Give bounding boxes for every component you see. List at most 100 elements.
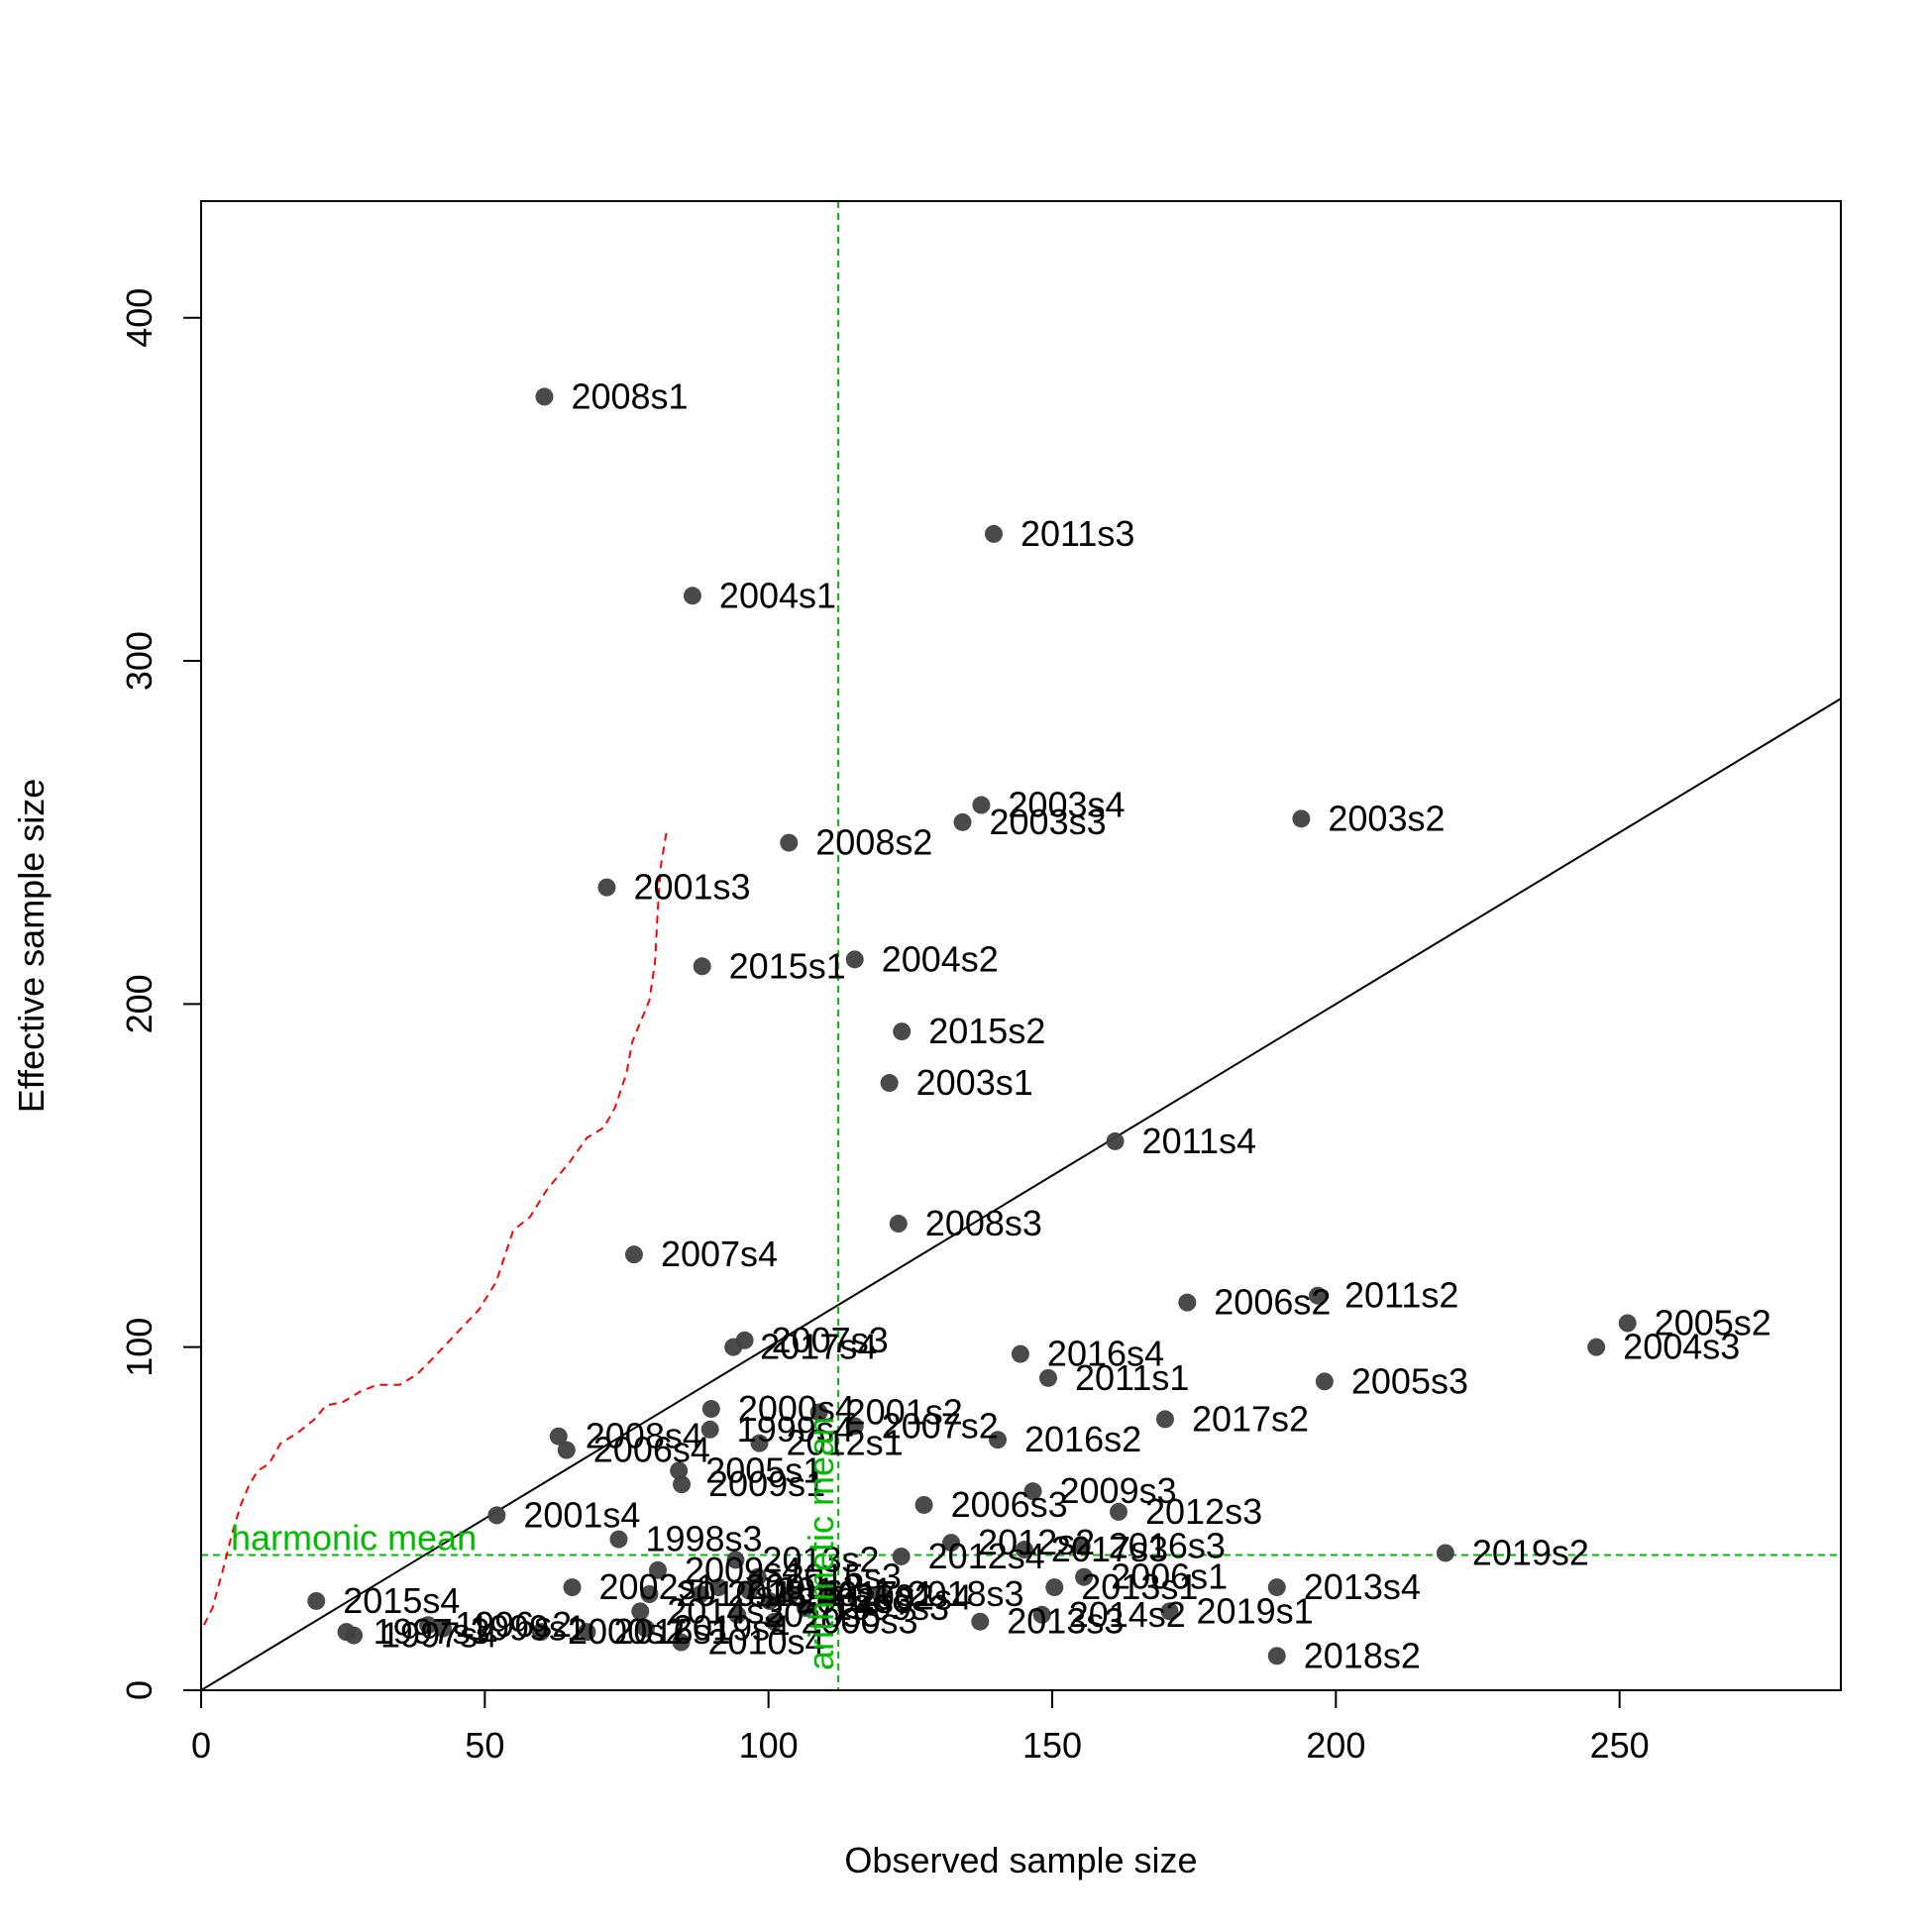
point-label: 2016s3 [1109,1526,1226,1566]
point-label: 2014s3 [667,1590,784,1631]
data-point [563,1578,582,1597]
point-label: 2008s2 [815,822,932,863]
data-point [942,1534,961,1553]
data-point [1032,1605,1051,1624]
data-point [578,1623,596,1642]
data-point [419,1616,438,1635]
point-label: 2012s1 [787,1423,904,1463]
point-label: 2007s2 [882,1405,999,1446]
point-label: 2017s1 [818,1573,935,1614]
data-point [1109,1502,1127,1521]
data-point [672,1633,691,1652]
data-point [845,950,864,969]
data-point [880,1074,899,1093]
point-label: 2010s3 [764,1594,881,1635]
data-point [1267,1578,1286,1597]
point-label: 2001s4 [523,1494,640,1535]
point-label: 2015s2 [928,1011,1045,1051]
point-label: 2003s4 [1008,785,1125,825]
point-label: 2009s2 [745,1566,862,1607]
data-point [1072,1537,1091,1556]
point-label: 2017s3 [1051,1529,1168,1569]
data-point [1178,1293,1197,1312]
data-point [1618,1314,1637,1333]
point-label: 2006s2 [1214,1282,1331,1323]
point-label: 2011s1 [1075,1357,1189,1398]
point-label: 2005s3 [1351,1360,1468,1401]
point-label: 2012s2 [978,1522,1095,1562]
point-label: 2016s2 [1024,1419,1141,1459]
data-point [780,833,799,852]
point-label: 2015s4 [343,1580,460,1621]
data-point [701,1400,720,1419]
data-point [726,1551,745,1569]
point-label: 2009s3 [1060,1470,1177,1511]
x-tick-label: 0 [191,1725,211,1766]
data-point [693,957,711,976]
data-point [636,1619,655,1638]
y-tick-label: 200 [119,974,160,1033]
point-label: 2014s2 [1069,1594,1186,1635]
data-points [307,387,1637,1665]
point-label: 1999s3 [832,1587,949,1628]
point-label: 2013s3 [1007,1601,1124,1642]
data-point [691,1585,709,1604]
point-label: 2003s2 [1328,798,1445,838]
data-point [673,1475,692,1494]
smoother-line [203,832,668,1626]
data-point [1038,1368,1057,1387]
point-label: 2000s4 [738,1388,855,1429]
point-label: 2003s3 [990,802,1107,842]
x-axis-title: Observed sample size [844,1840,1197,1880]
data-point [624,1245,643,1264]
point-label: 2015s3 [785,1556,902,1597]
identity-line [201,698,1841,1690]
x-axis: 0 50 100 150 200 250 [191,1689,1650,1766]
data-point [889,1215,908,1234]
point-label: 2008s1 [571,376,688,416]
point-label: 2006s1 [1111,1556,1228,1597]
point-label: 2002s1 [599,1566,716,1607]
point-label: 2008s3 [925,1203,1042,1243]
data-point [433,1619,452,1638]
data-point [1011,1344,1029,1363]
x-tick-label: 250 [1590,1725,1650,1766]
data-point [760,1591,779,1610]
data-point [1436,1544,1454,1562]
point-label: 2017s4 [760,1327,877,1367]
data-point [307,1591,326,1610]
data-point [796,1598,814,1617]
point-label: 2014s1 [776,1570,893,1611]
data-point [953,812,972,831]
data-point [1292,809,1311,828]
point-label: 2001s3 [633,867,750,908]
point-label: 2012s4 [928,1536,1045,1576]
data-point [1267,1647,1286,1665]
point-label: 2017s2 [1192,1398,1309,1439]
point-label: 2013s2 [762,1539,879,1579]
data-point [683,587,701,605]
y-tick-label: 400 [119,288,160,348]
data-point [893,1022,912,1041]
point-label: 1999s1 [470,1608,587,1649]
data-point [1015,1541,1033,1559]
data-point [845,1417,864,1436]
point-label: 2010s4 [707,1622,824,1663]
data-point [765,1612,784,1631]
point-label: 2013s1 [1081,1566,1198,1607]
data-point [709,1578,728,1597]
data-point [609,1530,628,1549]
data-point [1309,1286,1328,1305]
point-label: 2011s2 [1344,1275,1458,1316]
point-label: 2018s2 [1304,1635,1421,1675]
point-label: 2011s3 [1020,513,1134,554]
data-point [648,1560,667,1579]
data-point [1106,1131,1125,1150]
point-label: 2013s4 [1304,1566,1421,1607]
data-point [345,1626,364,1645]
point-label: 2002s3 [797,1580,913,1621]
data-point [892,1547,911,1565]
point-label: 1997s3 [374,1611,490,1652]
data-point [782,1585,801,1604]
